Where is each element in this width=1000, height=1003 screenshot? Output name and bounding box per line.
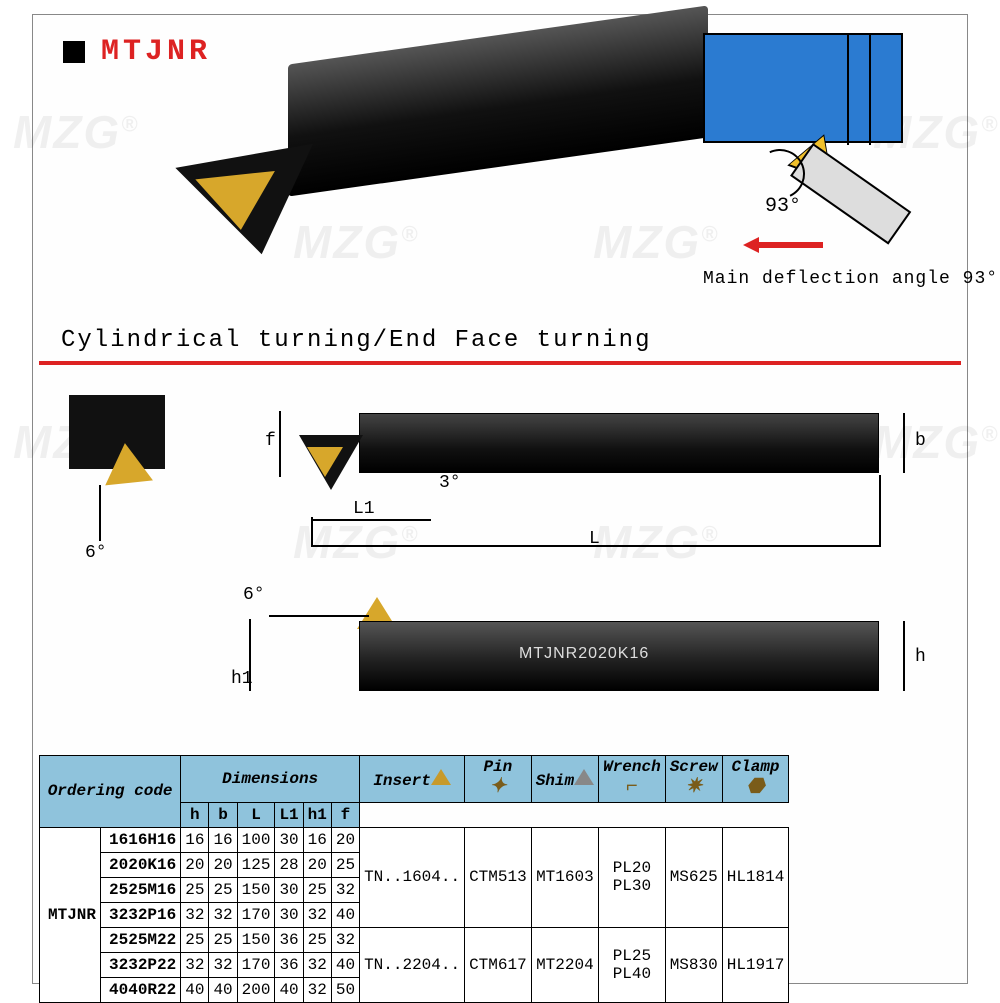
pin-cell: CTM617 (465, 927, 532, 1002)
col-wrench: Wrench⌐ (599, 756, 666, 803)
dim-h: h (915, 647, 926, 667)
feed-arrow-icon (743, 237, 823, 253)
dim-b: b (915, 431, 926, 451)
spec-table: Ordering code Dimensions Insert Pin✦ Shi… (39, 755, 789, 1003)
screw-icon: ✷ (670, 777, 718, 799)
dimcol-h: h (181, 802, 209, 827)
holder-body-icon (790, 143, 911, 245)
pin-icon: ✦ (469, 777, 527, 799)
insert-cell: TN..2204.. (360, 927, 465, 1002)
dimension-drawings: 6° f b 3° L1 L MTJNR2020K16 (39, 375, 961, 745)
table-row: MTJNR 1616H16 16 16 100 30 16 20 TN..160… (40, 827, 789, 852)
watermark: MZG® (13, 105, 139, 159)
shim-cell: MT2204 (531, 927, 598, 1002)
clamp-cell: HL1917 (722, 927, 789, 1002)
top-view: f b 3° L1 L (239, 385, 939, 515)
shim-cell: MT1603 (531, 827, 598, 927)
dimcol-h1: h1 (303, 802, 331, 827)
pin-cell: CTM513 (465, 827, 532, 927)
dimcol-L: L (237, 802, 275, 827)
product-photo (143, 35, 703, 275)
insert-cell: TN..1604.. (360, 827, 465, 927)
bullet-square-icon (63, 41, 85, 63)
clamp-cell: HL1814 (722, 827, 789, 927)
dimcol-b: b (209, 802, 237, 827)
screw-cell: MS625 (665, 827, 722, 927)
col-insert: Insert (360, 756, 465, 803)
series-lead: MTJNR (40, 827, 101, 1002)
angle-diagram: 93° Main deflection angle 93° (703, 33, 943, 293)
col-shim: Shim (531, 756, 598, 803)
angle-6-label: 6° (85, 543, 107, 563)
screw-cell: MS830 (665, 927, 722, 1002)
wrench-icon: ⌐ (603, 777, 661, 799)
insert-chip-icon (195, 171, 280, 234)
angle-6-label-2: 6° (243, 585, 265, 605)
end-view: 6° (69, 395, 199, 535)
insert-icon (431, 769, 451, 785)
dim-L: L (589, 529, 600, 549)
wrench-cell: PL20PL30 (599, 827, 666, 927)
angle-value: 93° (765, 195, 801, 218)
tool-body-icon (288, 5, 708, 196)
col-dimensions: Dimensions (181, 756, 360, 803)
dimcol-L1: L1 (275, 802, 303, 827)
col-ordering: Ordering code (40, 756, 181, 828)
diagram-caption: Main deflection angle 93° (703, 269, 963, 289)
dim-f: f (265, 431, 276, 451)
table-header-row: Ordering code Dimensions Insert Pin✦ Shi… (40, 756, 789, 803)
section-caption: Cylindrical turning/End Face turning (61, 327, 651, 354)
angle-3-label: 3° (439, 473, 461, 493)
red-rule (39, 361, 961, 365)
col-screw: Screw✷ (665, 756, 722, 803)
side-view: MTJNR2020K16 6° h1 h (239, 575, 939, 725)
page: MZG® MZG® MZG® MZG® MZG® MZG® MZG® MZG® … (32, 14, 968, 984)
clamp-icon: ⬣ (727, 777, 785, 799)
side-marking: MTJNR2020K16 (519, 645, 649, 663)
table-row: 2525M22 2525150362532 TN..2204.. CTM617 … (40, 927, 789, 952)
col-pin: Pin✦ (465, 756, 532, 803)
dimcol-f: f (331, 802, 359, 827)
wrench-cell: PL25PL40 (599, 927, 666, 1002)
shim-icon (574, 769, 594, 785)
col-clamp: Clamp⬣ (722, 756, 789, 803)
dim-h1: h1 (231, 669, 253, 689)
dim-L1: L1 (353, 499, 375, 519)
